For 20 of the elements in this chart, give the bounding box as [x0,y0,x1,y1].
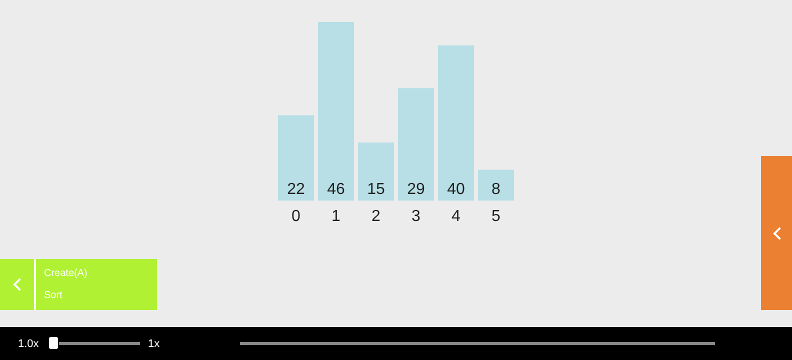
control-panel: Create(A) Sort [0,259,157,310]
x-tick-label: 0 [292,208,301,225]
x-tick-label: 4 [452,208,461,225]
data-label: 46 [327,181,345,198]
x-tick-label: 2 [372,208,381,225]
data-label: 15 [367,181,385,198]
data-label: 22 [287,181,305,198]
bar [478,170,514,201]
playback-bar: 1.0x 1x [0,327,792,360]
bar [358,142,394,201]
x-tick-label: 5 [492,208,501,225]
x-tick-label: 1 [332,208,341,225]
bar [438,45,474,201]
data-label: 29 [407,181,425,198]
bar [398,88,434,201]
x-tick-label: 3 [412,208,421,225]
bar [278,115,314,201]
data-label: 8 [492,181,501,198]
data-label: 40 [447,181,465,198]
bar [318,22,354,201]
